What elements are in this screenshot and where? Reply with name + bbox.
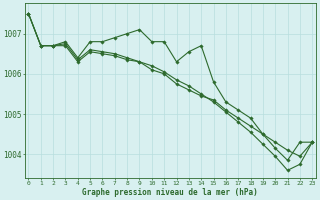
X-axis label: Graphe pression niveau de la mer (hPa): Graphe pression niveau de la mer (hPa) bbox=[83, 188, 258, 197]
